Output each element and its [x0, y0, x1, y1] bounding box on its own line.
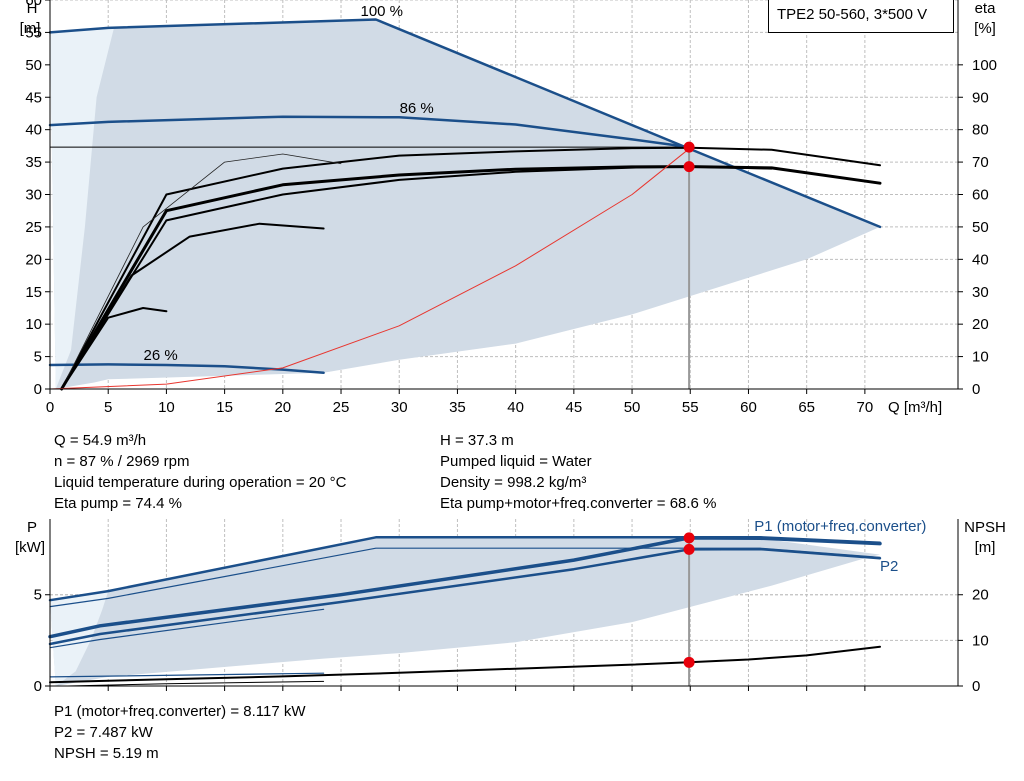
- top-y-tick-label-right: 100: [972, 57, 997, 74]
- top-y-tick-label-right: 70: [972, 154, 989, 171]
- bottom-power-curve-3: [48, 547, 882, 646]
- info-eta-total: Eta pump+motor+freq.converter = 68.6 %: [440, 495, 717, 512]
- top-y-tick-label-left: 35: [25, 154, 42, 171]
- bottom-y-tick-label-right: 0: [972, 678, 980, 695]
- bottom-power-curve-5: [49, 672, 325, 678]
- bottom-series-label: P2: [880, 558, 898, 575]
- top-eta-curve-5: [60, 165, 773, 390]
- bottom-y-tick-label-left: 5: [34, 587, 42, 604]
- top-y-tick-label-left: 50: [25, 57, 42, 74]
- top-eta-curve-7: [60, 222, 325, 390]
- top-y-tick-label-right: 10: [972, 349, 989, 366]
- top-x-tick-label: 15: [216, 399, 233, 416]
- bottom-y-tick-label-right: 20: [972, 587, 989, 604]
- top-y-tick-label-left: 30: [25, 187, 42, 204]
- top-x-tick-label: 25: [333, 399, 350, 416]
- top-y-tick-label-left: 60: [25, 0, 42, 9]
- info-p2: P2 = 7.487 kW: [54, 724, 153, 741]
- top-y-tick-label-left: 15: [25, 284, 42, 301]
- top-y-left-unit: H: [27, 0, 38, 17]
- top-head-curve-2: [48, 363, 325, 375]
- bottom-operating-region: [50, 538, 880, 686]
- bottom-series-label: P1 (motor+freq.converter): [754, 518, 926, 535]
- info-head: H = 37.3 m: [440, 432, 514, 449]
- top-x-tick-label: 30: [391, 399, 408, 416]
- top-y-tick-label-right: 30: [972, 284, 989, 301]
- top-y-tick-label-left: 5: [34, 349, 42, 366]
- top-y-tick-label-right: 80: [972, 122, 989, 139]
- top-x-tick-label: 20: [274, 399, 291, 416]
- top-eta-curve-8: [60, 307, 168, 390]
- bottom-npsh-curve-6: [49, 645, 881, 684]
- info-p1: P1 (motor+freq.converter) = 8.117 kW: [54, 703, 306, 720]
- bottom-y-right-unit: NPSH: [964, 519, 1006, 536]
- top-min-flow-region: [50, 27, 114, 390]
- top-y-tick-label-left: 45: [25, 89, 42, 106]
- info-density: Density = 998.2 kg/m³: [440, 474, 587, 491]
- top-x-tick-label: 40: [507, 399, 524, 416]
- top-x-tick-label: 35: [449, 399, 466, 416]
- top-x-tick-label: 50: [624, 399, 641, 416]
- top-eta-curve-3: [60, 146, 881, 390]
- top-y-right-unit2: [%]: [974, 20, 996, 37]
- bottom-y-right-unit2: [m]: [975, 539, 996, 556]
- top-operating-point: [683, 141, 695, 153]
- top-y-tick-label-right: 0: [972, 381, 980, 398]
- bottom-npsh-curve-7: [67, 680, 325, 687]
- info-pumped-liquid: Pumped liquid = Water: [440, 453, 592, 470]
- top-eta-curve-6: [61, 153, 342, 390]
- top-y-tick-label-right: 20: [972, 316, 989, 333]
- top-y-right-unit: eta: [975, 0, 997, 17]
- top-speed-label: 100 %: [360, 3, 403, 20]
- top-x-tick-label: 60: [740, 399, 757, 416]
- info-speed: n = 87 % / 2969 rpm: [54, 453, 190, 470]
- top-x-tick-label: 65: [798, 399, 815, 416]
- bottom-operating-point: [683, 543, 695, 555]
- top-head-curve-0: [48, 18, 882, 229]
- top-y-tick-label-right: 50: [972, 219, 989, 236]
- info-eta-pump: Eta pump = 74.4 %: [54, 495, 182, 512]
- info-temperature: Liquid temperature during operation = 20…: [54, 474, 347, 491]
- bottom-operating-point: [683, 532, 695, 544]
- top-y-tick-label-left: 25: [25, 219, 42, 236]
- top-x-tick-label: 10: [158, 399, 175, 416]
- top-y-tick-label-left: 20: [25, 251, 42, 268]
- top-head-curve-1: [48, 115, 692, 149]
- top-y-tick-label-right: 90: [972, 89, 989, 106]
- info-npsh: NPSH = 5.19 m: [54, 745, 159, 762]
- top-x-axis-label: Q [m³/h]: [888, 399, 942, 416]
- top-x-tick-label: 0: [46, 399, 54, 416]
- top-y-tick-label-left: 0: [34, 381, 42, 398]
- top-y-tick-label-right: 60: [972, 187, 989, 204]
- bottom-power-curve-2: [48, 536, 882, 639]
- top-x-tick-label: 45: [566, 399, 583, 416]
- bottom-y-left-unit: P: [27, 519, 37, 536]
- bottom-power-curve-4: [49, 608, 325, 649]
- pump-label-box: TPE2 50-560, 3*500 V: [768, 0, 954, 33]
- bottom-y-tick-label-right: 10: [972, 632, 989, 649]
- top-operating-region: [50, 19, 880, 389]
- top-y-tick-label-left: 40: [25, 122, 42, 139]
- top-x-tick-label: 70: [857, 399, 874, 416]
- top-eta-curve-9: [49, 147, 691, 390]
- info-flow: Q = 54.9 m³/h: [54, 432, 147, 449]
- top-x-tick-label: 55: [682, 399, 699, 416]
- top-speed-label: 86 %: [400, 100, 434, 117]
- top-speed-label: 26 %: [143, 347, 177, 364]
- bottom-y-tick-label-left: 0: [34, 678, 42, 695]
- info-right: H = 37.3 m Pumped liquid = Water Density…: [440, 430, 716, 514]
- top-x-tick-label: 5: [104, 399, 112, 416]
- bottom-operating-point: [683, 656, 695, 668]
- top-y-tick-label-right: 40: [972, 251, 989, 268]
- info-bottom: P1 (motor+freq.converter) = 8.117 kW P2 …: [54, 701, 306, 764]
- top-operating-point: [683, 161, 695, 173]
- pump-label: TPE2 50-560, 3*500 V: [777, 6, 928, 23]
- top-y-tick-label-left: 10: [25, 316, 42, 333]
- info-left: Q = 54.9 m³/h n = 87 % / 2969 rpm Liquid…: [54, 430, 346, 514]
- top-y-tick-label-left: 55: [25, 24, 42, 41]
- top-y-left-unit2: [m]: [20, 20, 41, 37]
- bottom-y-left-unit2: [kW]: [15, 539, 45, 556]
